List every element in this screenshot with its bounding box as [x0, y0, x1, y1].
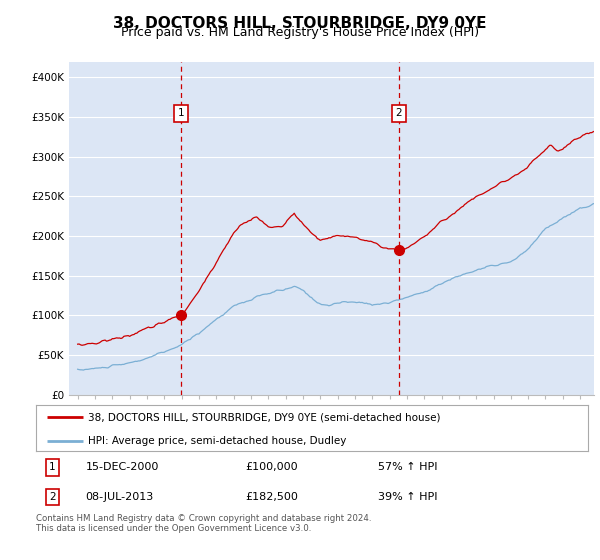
Text: £182,500: £182,500	[246, 492, 299, 502]
Text: 57% ↑ HPI: 57% ↑ HPI	[378, 463, 438, 472]
Text: 2: 2	[395, 108, 402, 118]
Text: 38, DOCTORS HILL, STOURBRIDGE, DY9 0YE (semi-detached house): 38, DOCTORS HILL, STOURBRIDGE, DY9 0YE (…	[88, 412, 441, 422]
Text: £100,000: £100,000	[246, 463, 298, 472]
Text: 38, DOCTORS HILL, STOURBRIDGE, DY9 0YE: 38, DOCTORS HILL, STOURBRIDGE, DY9 0YE	[113, 16, 487, 31]
Text: 15-DEC-2000: 15-DEC-2000	[86, 463, 159, 472]
Text: 1: 1	[178, 108, 184, 118]
Text: Contains HM Land Registry data © Crown copyright and database right 2024.
This d: Contains HM Land Registry data © Crown c…	[36, 514, 371, 534]
Text: Price paid vs. HM Land Registry's House Price Index (HPI): Price paid vs. HM Land Registry's House …	[121, 26, 479, 39]
Text: 2: 2	[49, 492, 56, 502]
Text: 1: 1	[49, 463, 56, 472]
Text: 08-JUL-2013: 08-JUL-2013	[86, 492, 154, 502]
Text: HPI: Average price, semi-detached house, Dudley: HPI: Average price, semi-detached house,…	[88, 436, 347, 446]
Text: 39% ↑ HPI: 39% ↑ HPI	[378, 492, 438, 502]
